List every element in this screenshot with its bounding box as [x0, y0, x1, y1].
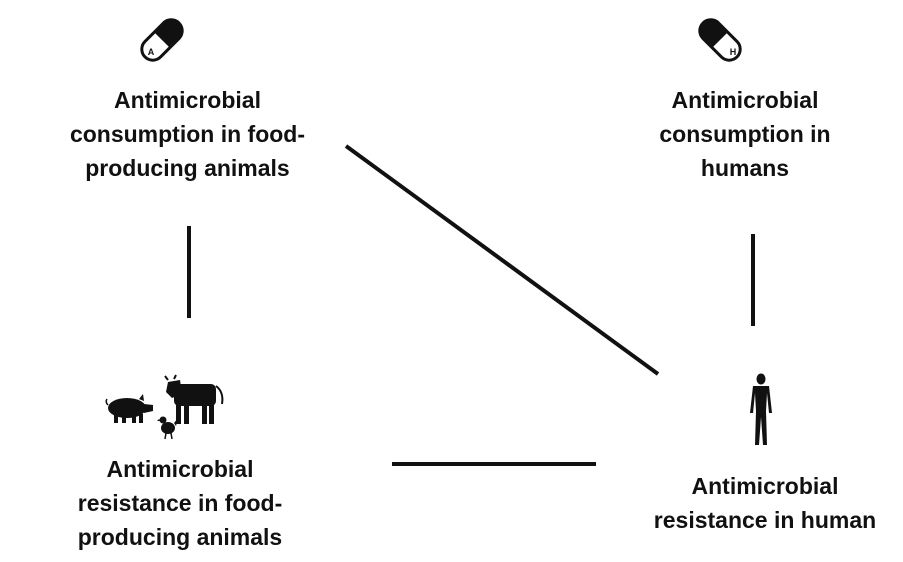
cow-icon — [164, 374, 224, 424]
label-line: Antimicrobial — [106, 456, 254, 482]
livestock-icon — [105, 374, 224, 440]
pig-icon — [105, 394, 153, 423]
capsule-letter-h: H — [730, 47, 737, 57]
label-line: humans — [700, 155, 790, 181]
node-label-amr-animals: Antimicrobial resistance in food- produc… — [35, 452, 325, 554]
label-line: Antimicrobial — [114, 87, 261, 113]
human-figure-icon — [750, 373, 772, 445]
label-line: resistance in human — [653, 507, 877, 533]
node-label-amr-human: Antimicrobial resistance in human — [630, 469, 900, 537]
capsule-letter-a: A — [148, 47, 155, 57]
label-line: Antimicrobial — [691, 473, 839, 499]
label-line: producing animals — [77, 524, 283, 550]
edge-amc-animals-to-amr-human — [344, 144, 660, 376]
label-line: resistance in food- — [77, 490, 283, 516]
chicken-icon — [157, 416, 178, 440]
label-line: Antimicrobial — [671, 87, 819, 113]
label-line: consumption in food- — [69, 121, 306, 147]
capsule-icon: H — [698, 18, 742, 62]
label-line: producing animals — [85, 155, 290, 181]
node-label-amc-humans: Antimicrobial consumption in humans — [625, 83, 865, 185]
node-label-amc-animals: Antimicrobial consumption in food- produ… — [50, 83, 325, 185]
label-line: consumption in — [659, 121, 831, 147]
capsule-icon: A — [140, 18, 184, 62]
